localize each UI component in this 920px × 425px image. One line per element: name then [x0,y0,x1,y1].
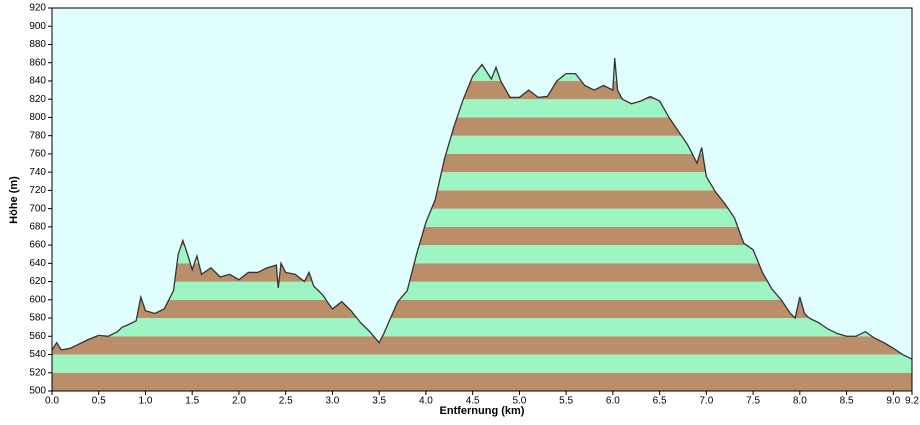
y-tick-label: 900 [29,21,46,32]
x-tick-label: 2.5 [279,396,293,407]
stripe [52,336,912,355]
y-tick-label: 740 [29,167,46,178]
x-tick-label: 3.0 [325,396,339,407]
x-axis-label: Entfernung (km) [440,405,525,417]
elevation-line [51,58,913,360]
y-tick-label: 880 [29,39,46,50]
x-tick-label: 2.0 [232,396,246,407]
y-tick-label: 540 [29,349,46,360]
x-tick-label: 0.5 [92,396,106,407]
x-tick-label: 1.5 [185,396,199,407]
stripe [52,372,912,391]
y-tick-label: 720 [29,185,46,196]
plot-frame [51,7,913,392]
y-tick-label: 520 [29,367,46,378]
x-tick-label: 6.5 [653,396,667,407]
x-tick-label: 3.5 [372,396,386,407]
x-tick-label: 5.0 [512,396,526,407]
x-tick-label: 5.5 [559,396,573,407]
y-tick-label: 600 [29,294,46,305]
y-tick-label: 680 [29,221,46,232]
y-tick-label: 660 [29,240,46,251]
y-tick-label: 640 [29,258,46,269]
stripe [52,318,912,337]
x-tick-label: 9.0 [886,396,900,407]
stripe [52,354,912,373]
x-tick-label: 7.0 [699,396,713,407]
x-tick-label: 9.2 [905,396,919,407]
x-tick-label: 7.5 [746,396,760,407]
x-tick-label: 4.0 [419,396,433,407]
y-tick-label: 840 [29,76,46,87]
y-axis-label: Höhe (m) [8,176,20,224]
x-tick-label: 1.0 [139,396,153,407]
y-tick-label: 780 [29,130,46,141]
x-tick-label: 6.0 [606,396,620,407]
x-tick-label: 8.5 [840,396,854,407]
stripe [52,299,912,319]
y-tick-label: 500 [29,386,46,397]
y-tick-label: 820 [29,94,46,105]
y-tick-label: 760 [29,149,46,160]
y-tick-label: 700 [29,203,46,214]
y-tick-label: 580 [29,313,46,324]
y-tick-label: 860 [29,57,46,68]
y-tick-label: 800 [29,112,46,123]
x-tick-label: 4.5 [466,396,480,407]
stripe [52,281,912,300]
x-tick-label: 0.0 [45,396,59,407]
y-tick-label: 920 [29,3,46,14]
y-tick-label: 620 [29,276,46,287]
y-tick-label: 560 [29,331,46,342]
x-tick-label: 8.0 [793,396,807,407]
